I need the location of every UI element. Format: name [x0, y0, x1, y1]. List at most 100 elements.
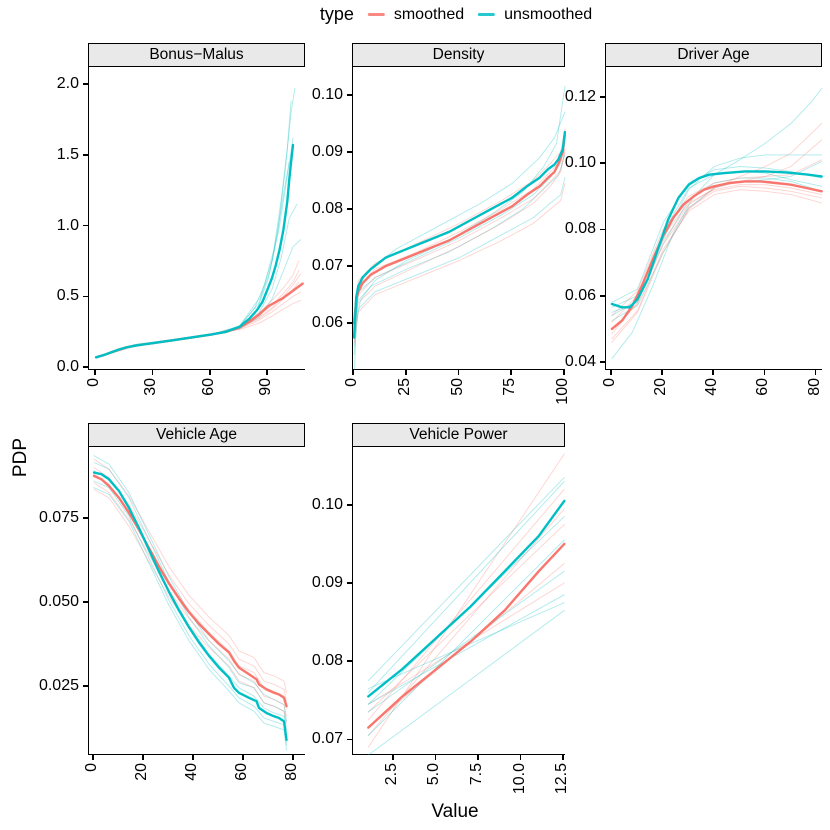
y-tick-label: 0.10: [564, 154, 596, 172]
y-tick-mark: [347, 265, 352, 267]
unsmoothed-replicate-line: [367, 539, 565, 736]
y-tick-label: 0.10: [311, 85, 343, 103]
unsmoothed-replicate-line: [611, 88, 823, 360]
smoothed-replicate-line: [611, 184, 823, 323]
y-tick-label: 0.08: [564, 220, 596, 238]
y-tick-mark: [600, 228, 605, 231]
smoothed-replicate-line: [353, 128, 566, 316]
y-tick-mark: [347, 660, 352, 662]
smoothed-mean-line: [353, 132, 566, 325]
x-tick-label: 60: [233, 763, 250, 781]
y-tick-mark: [600, 162, 605, 164]
unsmoothed-mean-line: [610, 170, 823, 309]
x-tick-mark: [392, 755, 394, 760]
y-tick-label: 0.0: [56, 358, 79, 376]
facet-strip-density: Density: [352, 43, 565, 67]
x-tick-label: 40: [183, 763, 200, 781]
x-tick-label: 50: [448, 378, 466, 396]
curves-svg: [353, 85, 566, 370]
y-tick-mark: [347, 151, 352, 153]
y-tick-mark: [83, 224, 88, 227]
x-tick-mark: [94, 370, 96, 375]
x-tick-label: 0: [343, 378, 361, 387]
unsmoothed-replicate-line: [611, 161, 823, 322]
y-tick-label: 1.0: [56, 216, 79, 234]
smoothed-replicate-line: [611, 159, 823, 317]
smoothed-replicate-line: [611, 189, 823, 340]
legend-item-unsmoothed: unsmoothed: [478, 6, 592, 24]
x-tick-label: 20: [133, 763, 150, 781]
x-tick-mark: [266, 370, 268, 375]
y-tick-label: 0.04: [564, 353, 596, 371]
unsmoothed-replicate-line: [95, 87, 296, 359]
x-tick-label: 2.5: [382, 763, 400, 786]
smoothed-mean-line: [92, 474, 288, 708]
x-tick-label: 75: [501, 378, 519, 396]
x-tick-label: 90: [257, 378, 275, 396]
y-tick-label: 0.08: [311, 652, 343, 670]
smoothed-replicate-line: [367, 523, 565, 713]
x-tick-mark: [92, 755, 94, 760]
x-tick-mark: [352, 370, 354, 375]
y-tick-mark: [347, 322, 352, 324]
y-tick-label: 0.09: [311, 574, 343, 592]
x-tick-mark: [563, 370, 565, 375]
curves-svg: [94, 87, 304, 359]
smoothed-replicate-line: [611, 139, 823, 335]
y-tick-label: 0.12: [564, 87, 596, 105]
y-tick-mark: [600, 294, 605, 297]
smoothed-replicate-line: [93, 467, 287, 702]
x-tick-mark: [457, 370, 460, 375]
unsmoothed-mean-line: [94, 143, 295, 359]
plot-panel-3: [605, 67, 823, 370]
unsmoothed-replicate-line: [367, 594, 565, 705]
x-tick-label: 5.0: [425, 763, 443, 786]
x-tick-mark: [434, 755, 437, 760]
smoothed-line-key-icon: [367, 13, 385, 16]
y-tick-mark: [83, 153, 88, 156]
unsmoothed-mean-line: [367, 499, 566, 698]
y-tick-mark: [347, 582, 352, 584]
unsmoothed-replicate-line: [93, 455, 287, 722]
y-tick-label: 2.0: [56, 74, 79, 92]
x-tick-mark: [242, 755, 244, 760]
y-tick-label: 0.08: [311, 200, 343, 218]
y-tick-mark: [347, 94, 352, 96]
x-axis-title: Value: [431, 801, 479, 822]
x-tick-label: 60: [754, 378, 772, 396]
smoothed-replicate-line: [93, 458, 287, 694]
unsmoothed-mean-line: [92, 471, 288, 742]
legend-title: type: [319, 4, 354, 24]
smoothed-replicate-line: [93, 482, 287, 717]
unsmoothed-replicate-line: [95, 239, 302, 358]
legend-label-unsmoothed: unsmoothed: [504, 5, 593, 23]
unsmoothed-replicate-line: [93, 462, 287, 731]
x-tick-mark: [814, 370, 817, 375]
smoothed-replicate-line: [93, 473, 287, 709]
unsmoothed-replicate-line: [367, 570, 565, 713]
curves-svg: [610, 88, 823, 360]
facet-strip-bonus-malus: Bonus−Malus: [88, 43, 305, 67]
x-tick-label: 30: [142, 378, 160, 396]
x-tick-label: 0: [83, 763, 100, 772]
unsmoothed-mean-line: [353, 130, 566, 339]
y-tick-mark: [347, 208, 352, 210]
x-tick-label: 10.0: [510, 763, 528, 795]
y-tick-mark: [600, 96, 605, 98]
unsmoothed-replicate-line: [367, 609, 565, 755]
y-tick-label: 0.075: [38, 508, 79, 526]
x-tick-label: 40: [703, 378, 721, 396]
y-tick-label: 0.025: [38, 677, 79, 695]
smoothed-replicate-line: [353, 137, 566, 321]
unsmoothed-replicate-line: [354, 85, 566, 370]
x-tick-label: 0: [600, 378, 618, 387]
y-tick-label: 0.07: [311, 730, 343, 748]
y-tick-label: 0.050: [38, 593, 79, 610]
y-tick-mark: [347, 504, 352, 506]
unsmoothed-replicate-line: [95, 100, 292, 358]
x-tick-mark: [510, 370, 513, 375]
x-tick-mark: [192, 755, 194, 760]
curves-svg: [92, 455, 288, 751]
x-tick-label: 80: [283, 763, 300, 781]
